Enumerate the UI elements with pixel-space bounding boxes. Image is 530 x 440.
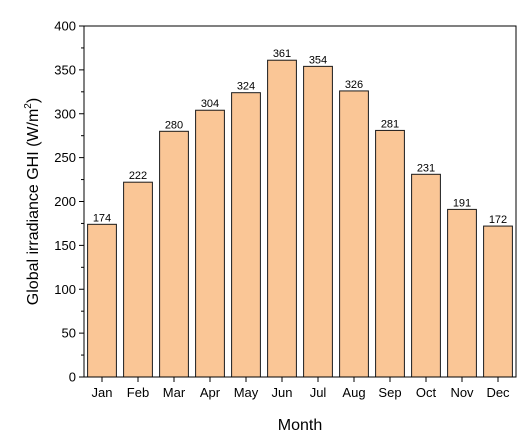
x-tick-label-mar: Mar	[163, 385, 186, 400]
y-tick-label: 200	[54, 194, 76, 209]
data-label-dec: 172	[489, 214, 507, 226]
bar-dec	[483, 225, 513, 378]
x-tick-label-dec: Dec	[486, 385, 510, 400]
bar-jan	[87, 223, 117, 378]
x-tick-label-jan: Jan	[92, 385, 113, 400]
x-tick-label-sep: Sep	[378, 385, 401, 400]
data-label-jan: 174	[93, 212, 111, 224]
bar-jun	[267, 59, 297, 378]
bars-layer	[87, 59, 513, 378]
bar-aug	[339, 90, 369, 378]
y-tick-label: 400	[54, 19, 76, 34]
data-label-sep: 281	[381, 118, 399, 130]
y-tick-label: 300	[54, 106, 76, 121]
data-label-feb: 222	[129, 170, 147, 182]
y-tick-label: 350	[54, 62, 76, 77]
y-axis-title-close: )	[25, 98, 42, 103]
bar-oct	[411, 173, 441, 378]
y-axis-title: Global irradiance GHI (W/m2)	[23, 98, 42, 305]
x-tick-label-aug: Aug	[342, 385, 365, 400]
bar-feb	[123, 181, 153, 378]
x-tick-label-may: May	[234, 385, 259, 400]
data-label-apr: 304	[201, 98, 219, 110]
x-tick-label-jun: Jun	[272, 385, 293, 400]
bar-mar	[159, 130, 189, 378]
y-tick-label: 150	[54, 238, 76, 253]
bar-jul	[303, 65, 333, 378]
x-tick-label-feb: Feb	[127, 385, 149, 400]
bar-may	[231, 92, 261, 378]
y-axis: 0 50 100 150 200 250 300 350 400	[54, 19, 84, 385]
bar-nov	[447, 208, 477, 378]
data-label-oct: 231	[417, 162, 435, 174]
y-tick-label: 100	[54, 282, 76, 297]
x-tick-label-apr: Apr	[200, 385, 221, 400]
y-tick-label: 0	[69, 370, 76, 385]
bar-apr	[195, 109, 225, 378]
x-tick-label-nov: Nov	[450, 385, 474, 400]
data-label-may: 324	[237, 81, 255, 93]
data-label-jul: 354	[309, 54, 327, 66]
x-axis: Jan Feb Mar Apr May Jun Jul Aug Sep Oct Nov Dec	[92, 377, 510, 400]
data-label-mar: 280	[165, 119, 183, 131]
data-label-nov: 191	[453, 197, 471, 209]
y-tick-label: 250	[54, 150, 76, 165]
x-tick-label-oct: Oct	[416, 385, 437, 400]
data-label-aug: 326	[345, 79, 363, 91]
y-axis-title-main: Global irradiance GHI (W/m	[25, 109, 42, 306]
y-axis-title-superscript: 2	[23, 103, 34, 109]
bar-sep	[375, 129, 405, 378]
data-label-jun: 361	[273, 48, 291, 60]
x-axis-title: Month	[278, 417, 322, 434]
x-tick-label-jul: Jul	[310, 385, 327, 400]
data-labels-layer: 174 222 280 304 324 361 354 326 281 231 191 172	[93, 48, 507, 226]
y-tick-label: 50	[62, 326, 76, 341]
